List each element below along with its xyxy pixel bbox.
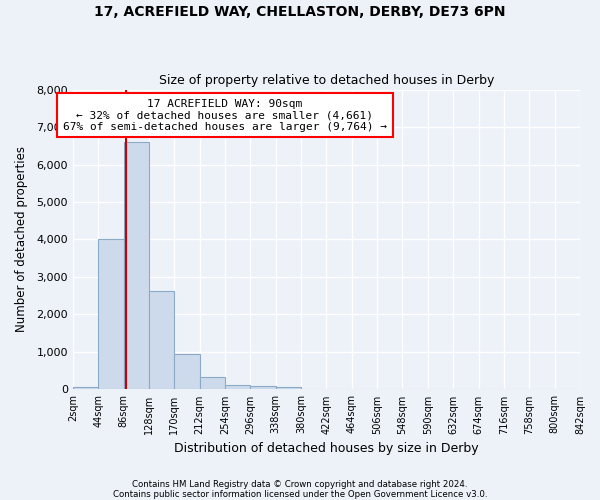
Text: Contains public sector information licensed under the Open Government Licence v3: Contains public sector information licen… [113,490,487,499]
Bar [275,387,301,390]
Text: Contains HM Land Registry data © Crown copyright and database right 2024.: Contains HM Land Registry data © Crown c… [132,480,468,489]
Bar [250,386,275,390]
X-axis label: Distribution of detached houses by size in Derby: Distribution of detached houses by size … [174,442,479,455]
Bar [225,384,250,390]
Text: 17, ACREFIELD WAY, CHELLASTON, DERBY, DE73 6PN: 17, ACREFIELD WAY, CHELLASTON, DERBY, DE… [94,5,506,19]
Bar [149,291,174,390]
Y-axis label: Number of detached properties: Number of detached properties [15,146,28,332]
Bar [174,354,200,390]
Text: 17 ACREFIELD WAY: 90sqm
← 32% of detached houses are smaller (4,661)
67% of semi: 17 ACREFIELD WAY: 90sqm ← 32% of detache… [63,98,387,132]
Bar [98,240,124,390]
Bar [73,387,98,390]
Title: Size of property relative to detached houses in Derby: Size of property relative to detached ho… [159,74,494,87]
Bar [124,142,149,390]
Bar [200,378,225,390]
